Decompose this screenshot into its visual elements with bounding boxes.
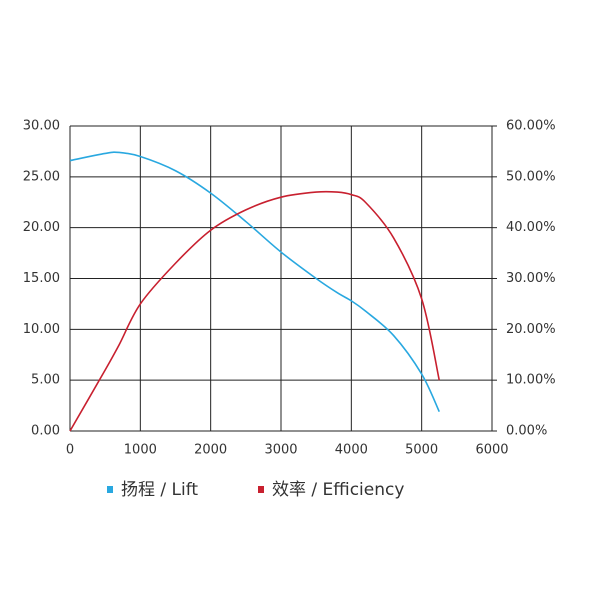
y2-tick-label: 0.00% bbox=[506, 424, 547, 439]
series-line bbox=[69, 151, 440, 413]
x-tick-label: 6000 bbox=[475, 443, 508, 458]
y-tick-label: 5.00 bbox=[31, 373, 60, 388]
y-tick-label: 25.00 bbox=[23, 169, 60, 184]
y-tick-label: 20.00 bbox=[23, 220, 60, 235]
y-tick-label: 10.00 bbox=[23, 322, 60, 337]
y2-tick-label: 10.00% bbox=[506, 373, 556, 388]
y-tick-label: 15.00 bbox=[23, 271, 60, 286]
legend-label: 效率 / Efficiency bbox=[272, 480, 404, 500]
y2-tick-label: 40.00% bbox=[506, 220, 556, 235]
legend-swatch bbox=[258, 486, 264, 493]
x-tick-label: 4000 bbox=[335, 443, 368, 458]
y2-tick-label: 60.00% bbox=[506, 119, 556, 134]
x-tick-label: 2000 bbox=[194, 443, 227, 458]
series-line bbox=[69, 190, 441, 432]
legend-swatch bbox=[107, 486, 113, 493]
y-tick-label: 30.00 bbox=[23, 119, 60, 134]
x-tick-label: 3000 bbox=[264, 443, 297, 458]
y-tick-label: 0.00 bbox=[31, 424, 60, 439]
y2-tick-label: 30.00% bbox=[506, 271, 556, 286]
y2-tick-label: 50.00% bbox=[506, 169, 556, 184]
x-tick-label: 1000 bbox=[124, 443, 157, 458]
y2-tick-label: 20.00% bbox=[506, 322, 556, 337]
legend-label: 扬程 / Lift bbox=[121, 480, 198, 500]
x-tick-label: 0 bbox=[66, 443, 74, 458]
x-tick-label: 5000 bbox=[405, 443, 438, 458]
